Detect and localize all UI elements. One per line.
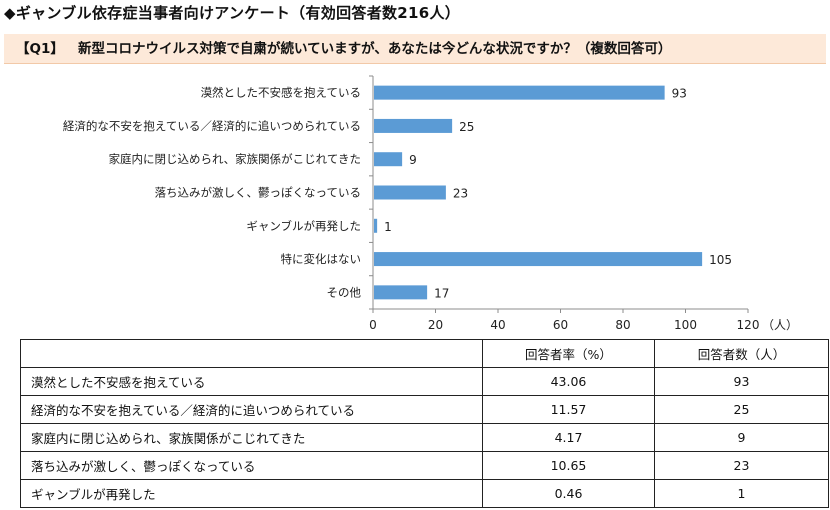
table-row: 落ち込みが激しく、鬱っぽくなっている 10.65 23 (20, 451, 829, 480)
question-banner: 【Q1】 新型コロナウイルス対策で自粛が続いていますが、あなたは今どんな状況ですか… (4, 34, 826, 64)
table-cell-rate: 4.17 (482, 423, 655, 452)
bar-chart: 0 20 40 60 80 100 120 （人） 漠然とした不安感を抱えている 93 経済的な不安… (63, 75, 798, 332)
table-cell-count: 9 (654, 423, 829, 452)
table-cell-rate: 43.06 (482, 367, 655, 396)
table-cell-rate: 10.65 (482, 451, 655, 480)
question-text: 新型コロナウイルス対策で自粛が続いていますが、あなたは今どんな状況ですか？（複数… (78, 41, 672, 57)
page-title: ◆ギャンブル依存症当事者向けアンケート（有効回答者数216人） (4, 4, 461, 22)
table-header-row: 回答者率（%） 回答者数（人） (20, 339, 829, 368)
bar (374, 285, 428, 300)
bar (374, 252, 703, 267)
table-row: 漠然とした不安感を抱えている 43.06 93 (20, 367, 829, 396)
category-label: その他 (327, 285, 362, 299)
category-label: 家庭内に閉じ込められ、家族関係がこじれてきた (109, 152, 361, 166)
results-table: 回答者率（%） 回答者数（人） 漠然とした不安感を抱えている 43.06 93 … (20, 339, 829, 508)
bar (374, 152, 403, 167)
x-tick-label: 40 (490, 318, 505, 332)
table-header-count: 回答者数（人） (654, 339, 829, 368)
x-tick-label: 60 (553, 318, 568, 332)
table-cell-count: 25 (654, 395, 829, 424)
data-label: 93 (672, 87, 687, 101)
x-tick-label: 100 (674, 318, 697, 332)
table-row: 家庭内に閉じ込められ、家族関係がこじれてきた 4.17 9 (20, 423, 829, 452)
table-cell-label: 経済的な不安を抱えている／経済的に追いつめられている (20, 395, 483, 424)
bar (374, 118, 453, 133)
table-header-label (20, 339, 483, 368)
table-cell-label: 漠然とした不安感を抱えている (20, 367, 483, 396)
data-label: 105 (709, 253, 732, 267)
table-cell-rate: 0.46 (482, 479, 655, 508)
table-cell-rate: 11.57 (482, 395, 655, 424)
category-label: 経済的な不安を抱えている／経済的に追いつめられている (63, 119, 361, 133)
data-label: 23 (453, 187, 468, 201)
bar (374, 85, 665, 100)
table-row: ギャンブルが再発した 0.46 1 (20, 479, 829, 508)
data-label: 17 (434, 286, 449, 300)
table-cell-count: 1 (654, 479, 829, 508)
category-label: 漠然とした不安感を抱えている (201, 86, 361, 100)
question-label: 【Q1】 (16, 41, 64, 57)
x-tick-label: 20 (428, 318, 443, 332)
table-header-rate: 回答者率（%） (482, 339, 655, 368)
bar (374, 218, 378, 233)
data-label: 1 (384, 220, 392, 234)
category-label: ギャンブルが再発した (246, 219, 361, 233)
x-tick-label: 80 (615, 318, 630, 332)
data-label: 25 (459, 120, 474, 134)
table-cell-count: 23 (654, 451, 829, 480)
table-cell-count: 93 (654, 367, 829, 396)
x-tick-label: 0 (369, 318, 377, 332)
table-row: 経済的な不安を抱えている／経済的に追いつめられている 11.57 25 (20, 395, 829, 424)
table-cell-label: 落ち込みが激しく、鬱っぽくなっている (20, 451, 483, 480)
table-cell-label: ギャンブルが再発した (20, 479, 483, 508)
category-label: 落ち込みが激しく、鬱っぽくなっている (155, 186, 361, 200)
data-label: 9 (409, 153, 417, 167)
x-tick-label: 120 (737, 318, 760, 332)
bar (374, 185, 446, 200)
x-unit-label: （人） (762, 318, 798, 332)
category-label: 特に変化はない (281, 252, 362, 266)
table-cell-label: 家庭内に閉じ込められ、家族関係がこじれてきた (20, 423, 483, 452)
